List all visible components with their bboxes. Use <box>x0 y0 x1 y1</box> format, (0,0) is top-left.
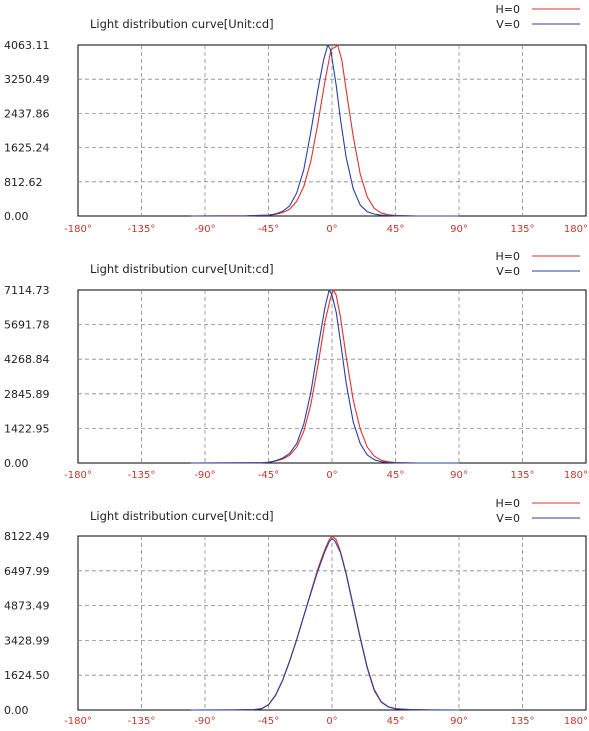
y-tick-label: 1625.24 <box>4 142 50 155</box>
x-tick-label: -45° <box>258 470 279 481</box>
y-tick-label: 2437.86 <box>4 107 50 120</box>
y-tick-label: 4063.11 <box>4 39 50 52</box>
x-tick-label: 45° <box>387 716 405 727</box>
y-tick-label: 1422.95 <box>4 422 50 435</box>
chart-title: Light distribution curve[Unit:cd] <box>90 509 274 523</box>
y-tick-label: 1624.50 <box>4 669 50 682</box>
x-tick-label: 0° <box>326 470 337 481</box>
y-tick-label: 5691.78 <box>4 319 50 332</box>
x-tick-label: 90° <box>450 470 468 481</box>
x-tick-label: 180° <box>564 470 588 481</box>
series-line-h-0 <box>190 44 459 217</box>
x-tick-label: 180° <box>564 716 588 727</box>
x-tick-label: -180° <box>64 716 92 727</box>
x-tick-label: 135° <box>510 470 534 481</box>
x-tick-label: -45° <box>258 716 279 727</box>
x-tick-label: 180° <box>564 224 588 235</box>
y-tick-label: 6497.99 <box>4 565 50 578</box>
chart-panel-3: 8122.49 6497.99 4873.49 3428.99 1624.50 0.00 -… <box>4 497 588 727</box>
y-tick-label: 4873.49 <box>4 600 50 613</box>
x-tick-label: 90° <box>450 716 468 727</box>
y-tick-label: 2845.89 <box>4 388 50 401</box>
legend-entry-label: H=0 <box>496 250 521 263</box>
x-tick-label: -135° <box>128 224 156 235</box>
y-tick-label: 7114.73 <box>4 284 50 297</box>
x-tick-label: -90° <box>194 716 215 727</box>
series-line-v-0 <box>190 289 459 464</box>
y-tick-label: 4268.84 <box>4 353 50 366</box>
x-tick-label: -90° <box>194 224 215 235</box>
x-tick-label: -45° <box>258 224 279 235</box>
x-tick-label: -180° <box>64 470 92 481</box>
x-tick-label: 90° <box>450 224 468 235</box>
legend-entry-label: V=0 <box>496 265 520 278</box>
x-tick-label: 45° <box>387 470 405 481</box>
y-tick-label: 0.00 <box>4 457 29 470</box>
series-line-v-0 <box>190 44 459 217</box>
legend-entry-label: H=0 <box>496 3 521 16</box>
y-tick-label: 0.00 <box>4 704 29 717</box>
chart-panel-2: 7114.73 5691.78 4268.84 2845.89 1422.95 0.00 -… <box>4 250 588 481</box>
x-tick-label: -135° <box>128 716 156 727</box>
x-tick-label: -180° <box>64 224 92 235</box>
x-tick-label: 0° <box>326 716 337 727</box>
legend-entry-label: V=0 <box>496 512 520 525</box>
x-tick-label: 135° <box>510 716 534 727</box>
x-tick-label: 0° <box>326 224 337 235</box>
legend-entry-label: H=0 <box>496 497 521 510</box>
y-tick-label: 3250.49 <box>4 73 50 86</box>
x-tick-label: 135° <box>510 224 534 235</box>
y-tick-label: 812.62 <box>4 176 43 189</box>
x-tick-label: -135° <box>128 470 156 481</box>
y-tick-label: 8122.49 <box>4 530 50 543</box>
legend-entry-label: V=0 <box>496 18 520 31</box>
y-tick-label: 0.00 <box>4 210 29 223</box>
series-line-h-0 <box>190 289 459 464</box>
chart-panel-1: 4063.11 3250.49 2437.86 1625.24 812.62 0.00 -1… <box>4 3 588 235</box>
chart-title: Light distribution curve[Unit:cd] <box>90 262 274 276</box>
y-tick-label: 3428.99 <box>4 634 50 647</box>
x-tick-label: -90° <box>194 470 215 481</box>
x-tick-label: 45° <box>387 224 405 235</box>
series-line-v-0 <box>190 538 460 711</box>
chart-title: Light distribution curve[Unit:cd] <box>90 17 274 31</box>
